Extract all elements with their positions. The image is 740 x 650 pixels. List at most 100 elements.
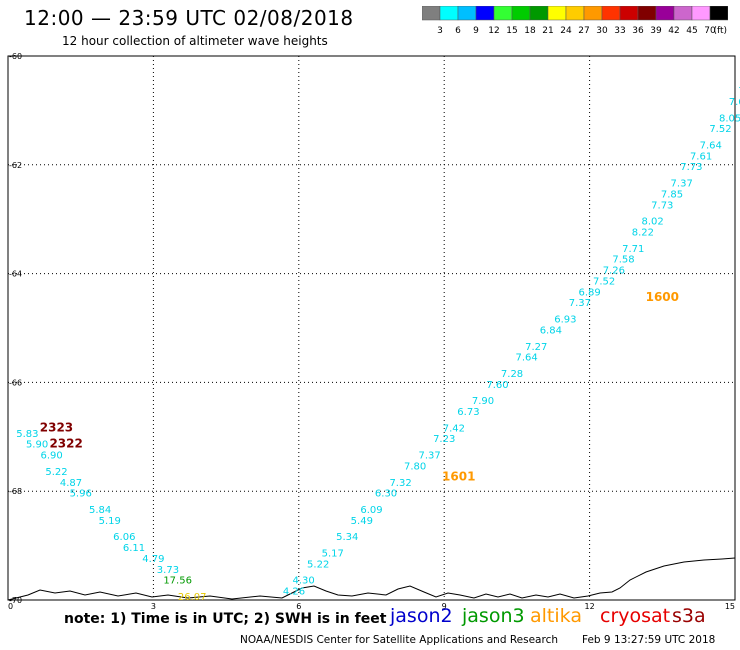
scale-swatch (619, 6, 639, 21)
scale-swatch (475, 6, 495, 21)
wave-height-label: 3.73 (157, 565, 179, 576)
track-time-label: 2323 (40, 420, 73, 434)
wave-height-label: 7.58 (612, 255, 634, 266)
x-axis-tick-label: 3 (151, 602, 156, 610)
y-axis-tick-label: -62 (9, 161, 22, 170)
x-axis-tick-label: 9 (442, 602, 447, 610)
altimeter-track-map: 0 3 6 9 12 15 -60 -62 -64 -66 -68 -70 5.835.906.90 5.… (7, 52, 740, 610)
wave-height-label: 8.22 (632, 228, 654, 239)
wave-height-color-scale: 3 6 9 12 15 18 21 24 27 30 33 36 39 42 45 70(ft) (422, 6, 728, 36)
wave-height-label: 7.37 (569, 298, 591, 309)
scale-tick-label: 39 (650, 26, 662, 36)
wave-height-label: 6.89 (578, 287, 600, 298)
wave-height-label: 26.07 (178, 592, 207, 603)
wave-height-label: 5.22 (307, 559, 329, 570)
wave-height-label: 5.90 (26, 440, 48, 451)
scale-swatch (422, 6, 441, 21)
wave-height-label: 6.09 (360, 505, 382, 516)
scale-swatch (511, 6, 531, 21)
wave-height-label: 5.83 (16, 429, 38, 440)
scale-tick-label: 21 (542, 26, 553, 36)
wave-height-label: 4.79 (142, 554, 164, 565)
map-subtitle: 12 hour collection of altimeter wave hei… (62, 34, 328, 48)
wave-height-label: 17.56 (163, 576, 192, 587)
wave-height-label: 6.06 (113, 532, 135, 543)
scale-swatch (493, 6, 513, 21)
scale-tick-label: 9 (473, 26, 479, 36)
wave-height-label: 7.61 (690, 151, 712, 162)
wave-height-label: 7.64 (515, 353, 537, 364)
wave-height-label: 5.17 (322, 548, 344, 559)
wave-height-label: 7.52 (709, 124, 731, 135)
scale-tick-label: 3 (437, 26, 443, 36)
wave-height-label: 7.80 (404, 461, 426, 472)
scale-tick-label: 45 (686, 26, 697, 36)
wave-height-label: 5.96 (70, 489, 92, 500)
wave-height-label: 6.84 (540, 325, 562, 336)
wave-height-label: 7.23 (433, 434, 455, 445)
wave-height-label: 8.02 (641, 217, 663, 228)
scale-tick-label: 27 (578, 26, 589, 36)
scale-tick-label: 42 (668, 26, 679, 36)
wave-height-label: 7.93 (738, 86, 740, 97)
track-time-label: 1601 (442, 469, 475, 483)
wave-height-label: 7.68 (729, 97, 740, 108)
wave-height-label: 4.26 (283, 587, 305, 598)
scale-swatch (673, 6, 693, 21)
satellite-legend-jason3: jason3 (462, 605, 525, 627)
satellite-legend-altika: altika (530, 605, 582, 627)
scale-tick-label: 24 (560, 26, 572, 36)
wave-height-label: 7.27 (525, 342, 547, 353)
wave-height-label: 6.11 (123, 543, 145, 554)
wave-height-label: 5.84 (89, 505, 111, 516)
wave-height-label: 4.87 (60, 478, 82, 489)
scale-tick-label: 33 (614, 26, 625, 36)
wave-height-label: 7.73 (651, 200, 673, 211)
wave-height-label: 7.64 (700, 140, 722, 151)
wave-height-label: 6.90 (40, 451, 62, 462)
scale-swatch (547, 6, 567, 21)
y-axis-tick-label: -64 (9, 270, 22, 279)
wave-height-label: 7.32 (389, 478, 411, 489)
scale-unit-label: (ft) (713, 26, 727, 36)
coastline (7, 557, 736, 601)
scale-swatch (565, 6, 585, 21)
wave-height-label: 7.60 (486, 380, 508, 391)
scale-swatch (601, 6, 621, 21)
wave-height-label: 7.90 (472, 396, 494, 407)
wave-height-label: 4.30 (293, 576, 315, 587)
wave-height-label: 6.73 (457, 407, 479, 418)
scale-swatch (691, 6, 711, 21)
time-unit-note: note: 1) Time is in UTC; 2) SWH is in fe… (64, 611, 387, 627)
wave-height-label: 6.30 (375, 489, 397, 500)
scale-tick-label: 36 (632, 26, 644, 36)
x-axis-tick-label: 12 (585, 602, 595, 610)
credit-text: NOAA/NESDIS Center for Satellite Applica… (240, 634, 558, 646)
wave-height-label: 7.37 (671, 179, 693, 190)
generation-timestamp: Feb 9 13:27:59 UTC 2018 (582, 634, 716, 646)
map-frame (7, 55, 736, 601)
scale-tick-label: 30 (596, 26, 608, 36)
wave-height-label: 7.42 (443, 423, 465, 434)
scale-swatch (655, 6, 675, 21)
scale-swatch (439, 6, 459, 21)
wave-height-label: 8.05 (719, 113, 740, 124)
wave-height-label: 6.93 (554, 315, 576, 326)
scale-tick-label: 6 (455, 26, 461, 36)
scale-swatch (637, 6, 657, 21)
wave-height-label: 7.73 (680, 162, 702, 173)
scale-tick-label: 18 (524, 26, 536, 36)
wave-height-label: 5.34 (336, 532, 358, 543)
satellite-legend-s3a: s3a (672, 605, 706, 627)
x-axis-tick-label: 15 (725, 602, 735, 610)
satellite-legend-cryosat: cryosat (600, 605, 671, 627)
wave-height-label: 7.37 (419, 451, 441, 462)
x-axis-tick-label: 0 (8, 602, 13, 610)
wave-height-label: 5.49 (351, 516, 373, 527)
wave-height-label: 7.71 (622, 244, 644, 255)
y-axis-tick-label: -68 (9, 487, 22, 496)
scale-swatch (457, 6, 477, 21)
scale-tick-label: 15 (506, 26, 517, 36)
wave-height-label: 5.19 (99, 516, 121, 527)
